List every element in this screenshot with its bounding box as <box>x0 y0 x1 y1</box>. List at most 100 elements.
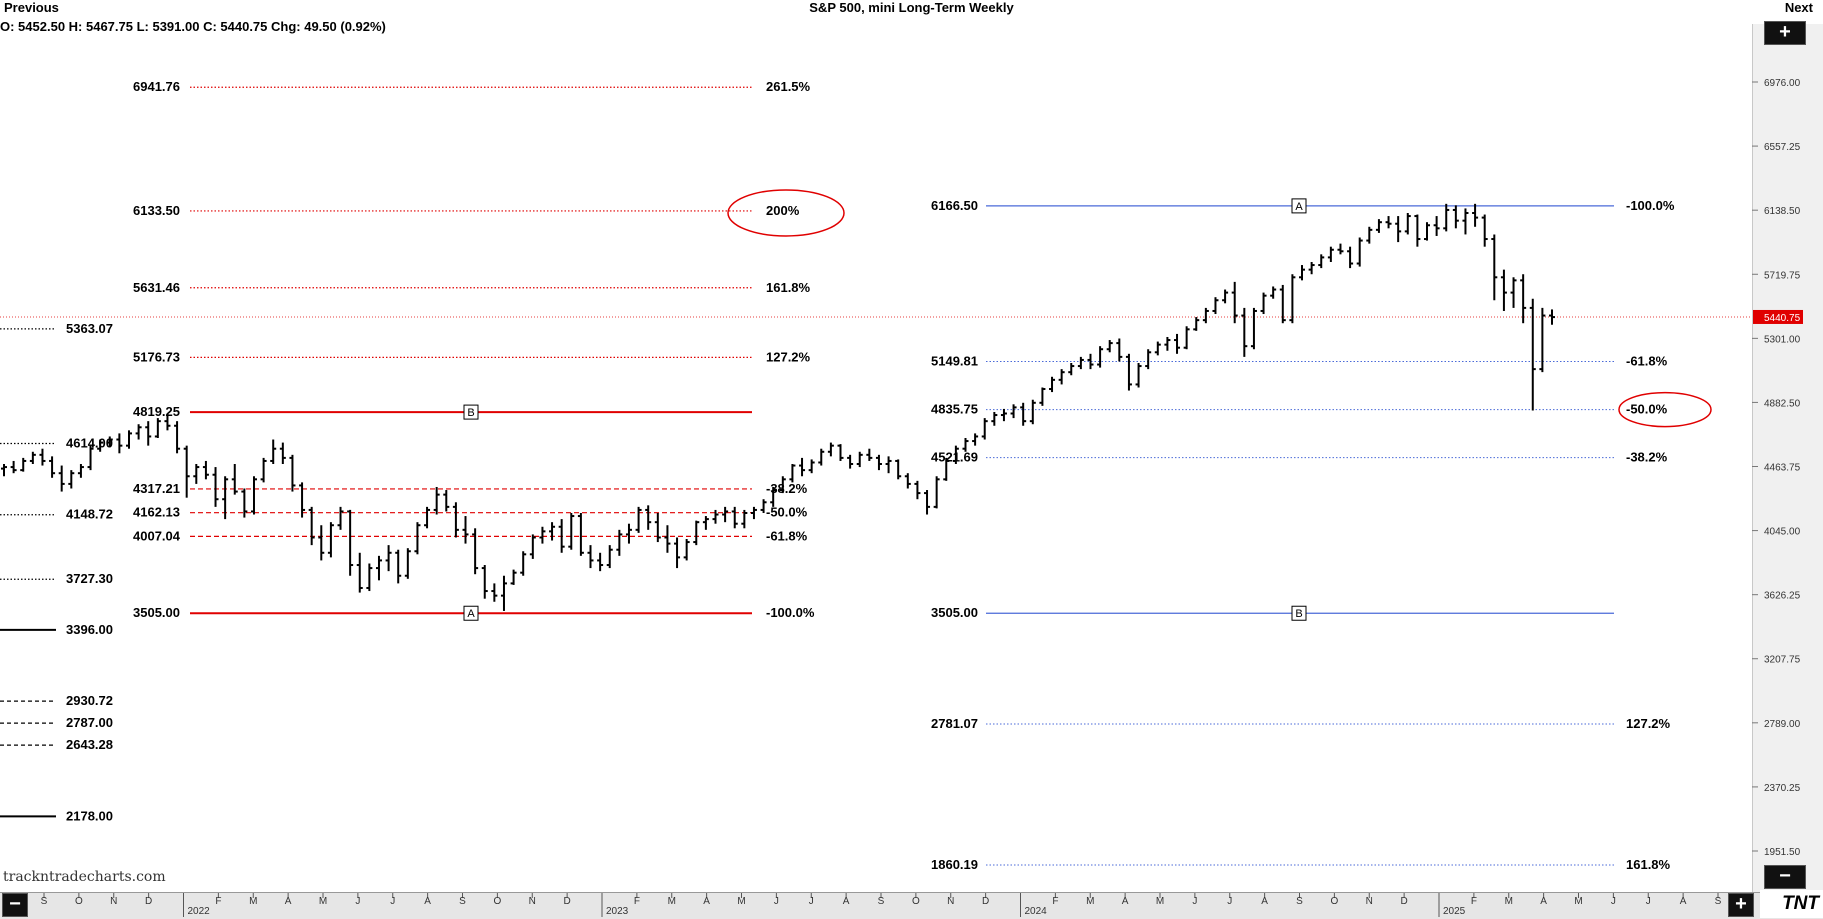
ohlc-bar <box>395 549 402 584</box>
time-month-label: A <box>424 896 431 907</box>
red-fib-price: 6941.76 <box>133 79 180 94</box>
ohlc-bar <box>1212 297 1219 315</box>
time-month-label: O <box>912 896 920 907</box>
ohlc-bar <box>1414 214 1421 247</box>
highlight-ellipse <box>727 189 845 237</box>
blue-fib-price: 2781.07 <box>931 716 978 731</box>
ohlc-bar <box>1250 307 1257 350</box>
ohlc-bar <box>1145 349 1152 370</box>
ohlc-bar <box>443 490 450 512</box>
time-month-label: M <box>1574 896 1582 907</box>
time-month-label: A <box>1680 896 1687 907</box>
ohlc-bar <box>1366 226 1373 244</box>
ohlc-bar <box>481 565 488 599</box>
previous-link[interactable]: Previous <box>4 0 59 15</box>
scroll-plus-button[interactable]: + <box>1728 893 1754 917</box>
ohlc-bar <box>1049 376 1056 393</box>
ohlc-bar <box>366 563 373 592</box>
ohlc-bar <box>1077 356 1084 370</box>
time-month-label: A <box>843 896 850 907</box>
ohlc-bar <box>135 424 142 440</box>
ohlc-bar <box>260 457 267 483</box>
ohlc-bar <box>770 486 777 507</box>
red-fib-price: 3505.00 <box>133 605 180 620</box>
ohlc-bar <box>1491 234 1498 301</box>
ohlc-bar <box>1472 203 1479 227</box>
ohlc-bar <box>58 465 65 492</box>
red-fib-price: 4819.25 <box>133 404 180 419</box>
ohlc-bar <box>1029 399 1036 425</box>
ohlc-bar <box>885 456 892 474</box>
ohlc-bar <box>914 480 921 500</box>
time-month-label: O <box>493 896 501 907</box>
ohlc-bar <box>1433 216 1440 236</box>
ohlc-bar <box>731 506 738 529</box>
time-month-label: M <box>1505 896 1513 907</box>
time-month-label: F <box>1471 896 1477 907</box>
blue-fib-pct: -61.8% <box>1626 353 1668 368</box>
ohlc-bar <box>616 529 623 556</box>
time-month-label: M <box>319 896 327 907</box>
blue-fib-price: 1860.19 <box>931 857 978 872</box>
red-fib-pct: 127.2% <box>766 349 811 364</box>
red-fib-price: 4007.04 <box>133 528 181 543</box>
time-month-label: A <box>285 896 292 907</box>
next-link[interactable]: Next <box>1784 0 1813 15</box>
ohlc-bar <box>29 451 36 465</box>
ohlc-bar <box>1462 208 1469 235</box>
ohlc-bar <box>1549 309 1555 325</box>
ohlc-bar <box>654 512 661 543</box>
time-month-label: J <box>774 896 779 907</box>
axis-tick-label: 6138.50 <box>1764 206 1801 217</box>
axis-tick-label: 2789.00 <box>1764 719 1801 730</box>
ohlc-bar <box>202 460 209 480</box>
ohlc-bar <box>625 523 632 544</box>
time-month-label: M <box>1086 896 1094 907</box>
time-month-label: A <box>1540 896 1547 907</box>
ohlc-bar <box>375 555 382 581</box>
ohlc-bar <box>1279 284 1286 324</box>
ohlc-bar <box>174 421 181 454</box>
time-month-label: S <box>1296 896 1303 907</box>
axis-tick-label: 6976.00 <box>1764 78 1801 89</box>
ohlc-bar <box>722 506 729 523</box>
ohlc-bar <box>39 448 46 466</box>
left-level-label: 2930.72 <box>66 693 113 708</box>
ohlc-bar <box>875 454 882 471</box>
red-fib-price: 4162.13 <box>133 505 180 520</box>
ohlc-bar <box>308 506 315 546</box>
axis-tick-label: 4882.50 <box>1764 398 1801 409</box>
ohlc-bar <box>962 437 969 452</box>
red-fib-pct: -61.8% <box>766 528 808 543</box>
time-year-label: 2023 <box>606 906 629 917</box>
ohlc-bar <box>683 539 690 561</box>
ohlc-bar <box>972 433 979 446</box>
scroll-minus-button[interactable]: − <box>2 893 28 917</box>
ohlc-bar <box>1481 214 1488 247</box>
ohlc-bar <box>318 525 325 561</box>
fib-marker-box <box>1291 198 1307 214</box>
blue-fib-pct: -38.2% <box>1626 450 1668 465</box>
ohlc-bar <box>299 482 306 518</box>
ohlc-bar <box>433 486 440 515</box>
zoom-in-button[interactable]: + <box>1764 21 1806 45</box>
time-month-label: J <box>1611 896 1616 907</box>
ohlc-bar <box>1270 286 1277 299</box>
ohlc-bar <box>1395 216 1402 243</box>
ohlc-bar <box>1000 408 1007 422</box>
ohlc-bar <box>664 525 671 553</box>
ohlc-bar <box>789 464 796 483</box>
red-fib-pct: -100.0% <box>766 605 815 620</box>
ohlc-bar <box>1222 289 1229 304</box>
axis-tick-label: 3626.25 <box>1764 591 1801 602</box>
time-year-label: 2022 <box>188 906 211 917</box>
zoom-out-button[interactable]: − <box>1764 865 1806 889</box>
ohlc-bar <box>904 473 911 489</box>
time-month-label: F <box>1052 896 1058 907</box>
blue-fib-pct: 127.2% <box>1626 716 1671 731</box>
ohlc-bar <box>231 464 238 495</box>
ohlc-bar <box>500 575 507 611</box>
ohlc-bar <box>856 451 863 468</box>
ohlc-bar <box>1337 243 1344 255</box>
left-level-label: 2643.28 <box>66 737 113 752</box>
